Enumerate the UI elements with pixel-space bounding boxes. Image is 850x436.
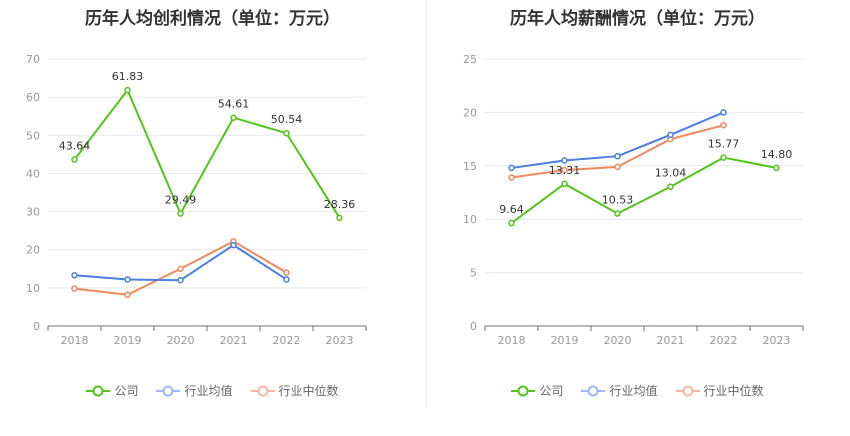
x-tick-label: 2020 (167, 334, 195, 347)
data-point (561, 166, 568, 174)
y-tick-label: 50 (26, 129, 40, 142)
data-point (508, 174, 515, 181)
y-tick-label: 60 (26, 91, 40, 104)
data-point (667, 183, 674, 190)
data-label: 54.61 (218, 98, 250, 111)
y-tick-label: 20 (26, 244, 40, 257)
legend-label: 行业均值 (184, 384, 233, 398)
data-point (124, 276, 131, 283)
data-point (71, 272, 78, 279)
data-point (336, 214, 343, 222)
chart-panel-salary: 历年人均薪酬情况（单位：万元） 0 5 10 15 20 25 2018 2019 2020 20… (425, 0, 850, 436)
data-label: 13.31 (549, 164, 581, 177)
series-line (510, 156, 777, 224)
x-tick-label: 2019 (551, 334, 579, 347)
data-label: 50.54 (271, 113, 303, 126)
data-label: 61.83 (112, 70, 144, 83)
chart-panel-profit: 历年人均创利情况（单位：万元） 0 10 20 30 40 50 60 70 2018 2019 2… (0, 9, 425, 399)
data-point (614, 210, 621, 217)
legend-industry-mean-icon (156, 385, 181, 396)
data-label: 28.36 (324, 198, 356, 211)
legend-item-industry-median[interactable]: 行业中位数 (250, 382, 339, 399)
chart-title: 历年人均薪酬情况（单位：万元） (510, 9, 765, 29)
chart-title: 历年人均创利情况（单位：万元） (85, 9, 340, 29)
data-label: 13.04 (655, 167, 687, 180)
x-tick-label: 2021 (657, 334, 685, 347)
legend-item-company[interactable]: 公司 (511, 382, 563, 399)
x-tick-label: 2018 (498, 334, 526, 347)
data-point (773, 164, 780, 172)
y-tick-label: 10 (463, 213, 477, 226)
legend-label: 公司 (539, 384, 564, 398)
data-point (667, 131, 674, 139)
data-point (230, 241, 237, 249)
legend-industry-median-icon (675, 385, 700, 396)
y-tick-label: 70 (26, 53, 40, 66)
data-point (71, 285, 78, 292)
legend-label: 公司 (114, 384, 139, 398)
x-tick-label: 2021 (220, 334, 248, 347)
data-point (283, 269, 290, 276)
x-tick-label: 2019 (114, 334, 142, 347)
legend-industry-median-icon (250, 385, 275, 396)
series-line (73, 89, 341, 219)
data-point (508, 164, 515, 172)
data-point (177, 265, 184, 273)
x-tick-label: 2023 (326, 334, 354, 347)
data-point (177, 276, 184, 284)
y-tick-label: 25 (463, 53, 477, 66)
data-point (230, 114, 237, 121)
y-tick-label: 10 (26, 282, 40, 295)
y-tick-label: 30 (26, 206, 40, 219)
x-tick-label: 2018 (61, 334, 89, 347)
x-tick-label: 2022 (273, 334, 301, 347)
data-label: 15.77 (708, 138, 740, 151)
legend: 公司 行业均值 行业中位数 (0, 382, 425, 399)
data-point (124, 291, 131, 298)
data-point (71, 156, 78, 163)
y-tick-label: 5 (470, 267, 477, 280)
data-label: 14.80 (761, 148, 793, 161)
y-tick-label: 0 (470, 320, 477, 333)
data-point (614, 152, 621, 160)
data-point (720, 109, 727, 116)
legend-industry-mean-icon (581, 385, 606, 396)
legend-label: 行业中位数 (278, 384, 339, 398)
legend-item-industry-mean[interactable]: 行业均值 (581, 382, 658, 399)
data-point (561, 180, 568, 188)
x-tick-label: 2023 (763, 334, 791, 347)
data-label: 9.64 (499, 203, 524, 216)
data-label: 29.49 (165, 194, 197, 207)
legend: 公司 行业均值 行业中位数 (425, 382, 850, 399)
y-tick-label: 40 (26, 167, 40, 180)
x-tick-label: 2022 (710, 334, 738, 347)
legend-label: 行业均值 (609, 384, 658, 398)
data-label: 43.64 (59, 140, 91, 153)
series-line (511, 111, 724, 169)
y-tick-label: 0 (33, 320, 40, 333)
x-tick-label: 2020 (604, 334, 632, 347)
salary-chart: 0 5 10 15 20 25 2018 2019 2020 2021 2022 2023 9.64 13… (463, 53, 804, 347)
legend-company-icon (511, 385, 536, 396)
data-point (720, 121, 727, 129)
legend-label: 行业中位数 (703, 384, 764, 398)
legend-item-company[interactable]: 公司 (86, 382, 138, 399)
profit-chart: 0 10 20 30 40 50 60 70 2018 2019 2020 2021 2022 2023 4… (26, 53, 367, 347)
data-label: 10.53 (602, 194, 634, 207)
data-point (283, 129, 290, 137)
legend-item-industry-mean[interactable]: 行业均值 (156, 382, 233, 399)
data-point (614, 163, 621, 171)
data-point (508, 219, 515, 227)
data-point (283, 276, 290, 283)
panel-divider (426, 0, 427, 408)
series-line (74, 244, 288, 282)
y-tick-label: 20 (463, 106, 477, 119)
data-point (561, 157, 568, 164)
data-point (720, 154, 727, 161)
y-tick-label: 15 (463, 160, 477, 173)
data-point (124, 86, 131, 94)
legend-item-industry-median[interactable]: 行业中位数 (675, 382, 764, 399)
legend-company-icon (86, 385, 111, 396)
data-point (177, 210, 184, 217)
